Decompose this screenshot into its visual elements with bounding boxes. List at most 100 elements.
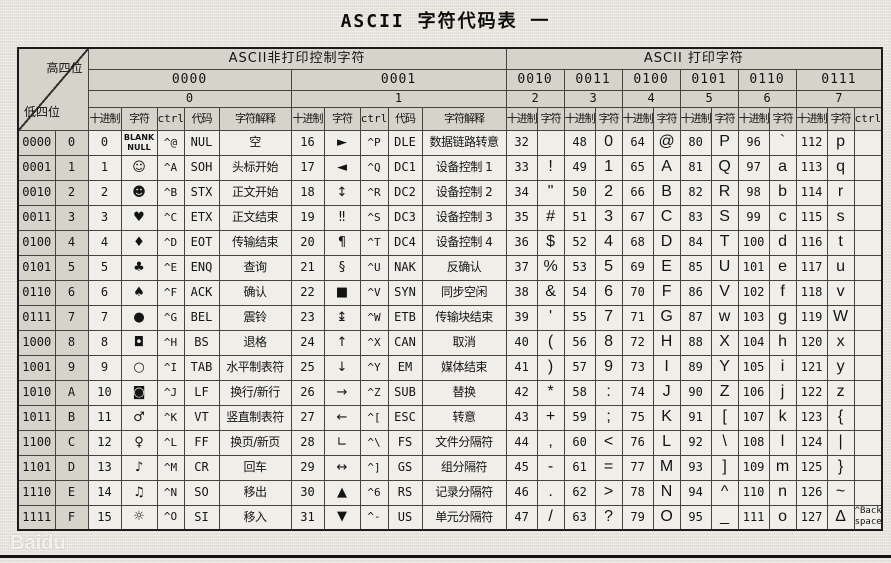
cell-code: GS	[387, 454, 423, 481]
sub-header: 十进制	[87, 106, 122, 131]
cell-ctrl	[853, 454, 883, 481]
cell-char: r	[826, 179, 855, 206]
cell-ctrl	[853, 279, 883, 306]
cell-decimal: 109	[737, 454, 770, 481]
cell-char: +	[536, 404, 565, 431]
cell-description: 设备控制 1	[421, 154, 507, 181]
table-row: 0010 2 2 ☻ ^B STX 正文开始 18 ↕ ^R DC2 设备控制 …	[17, 179, 883, 206]
cell-char: -	[536, 454, 565, 481]
cell-description: 移出	[218, 479, 292, 506]
cell-ctrl: ^[	[359, 404, 389, 431]
cell-decimal: 15	[87, 504, 122, 531]
cell-ctrl	[853, 254, 883, 281]
sub-header: 字符	[120, 106, 158, 131]
cell-binary: 1100	[17, 429, 56, 456]
cell-ctrl: ^U	[359, 254, 389, 281]
cell-char: J	[652, 379, 681, 406]
cell-char: g	[768, 304, 797, 331]
cell-symbol: ◙	[120, 379, 158, 406]
cell-decimal: 120	[795, 329, 828, 356]
cell-decimal: 41	[505, 354, 538, 381]
cell-symbol: ♂	[120, 404, 158, 431]
cell-decimal: 78	[621, 479, 654, 506]
cell-decimal: 45	[505, 454, 538, 481]
binary-header: 0010	[505, 68, 565, 91]
cell-symbol: ↨	[323, 304, 361, 331]
cell-char: `	[768, 129, 797, 156]
cell-hex: 5	[54, 254, 89, 281]
cell-char: A	[652, 154, 681, 181]
cell-hex: 3	[54, 204, 89, 231]
cell-decimal: 49	[563, 154, 596, 181]
cell-char: 2	[594, 179, 623, 206]
sub-header: 字符解释	[421, 106, 507, 131]
cell-decimal: 58	[563, 379, 596, 406]
cell-char: }	[826, 454, 855, 481]
sub-header: 十进制	[290, 106, 325, 131]
cell-description: 单元分隔符	[421, 504, 507, 531]
cell-char: :	[594, 379, 623, 406]
cell-char: %	[536, 254, 565, 281]
decimal-header: 0	[87, 89, 292, 108]
cell-decimal: 22	[290, 279, 325, 306]
cell-char: t	[826, 229, 855, 256]
cell-char: 6	[594, 279, 623, 306]
decimal-header-row: 0 1 2 3 4 5 6 7	[18, 89, 883, 108]
cell-decimal: 94	[679, 479, 712, 506]
cell-char: Z	[710, 379, 739, 406]
cell-char: &	[536, 279, 565, 306]
cell-decimal: 99	[737, 204, 770, 231]
cell-hex: 2	[54, 179, 89, 206]
sub-header: ctrl	[156, 106, 185, 131]
cell-decimal: 107	[737, 404, 770, 431]
cell-symbol: ←	[323, 404, 361, 431]
corner-cell: 高四位 低四位	[17, 47, 89, 131]
cell-description: 设备控制 4	[421, 229, 507, 256]
cell-decimal: 43	[505, 404, 538, 431]
cell-ctrl: ^J	[156, 379, 185, 406]
cell-binary: 0001	[17, 154, 56, 181]
cell-code: DC3	[387, 204, 423, 231]
sub-header: 字符	[323, 106, 361, 131]
cell-char: (	[536, 329, 565, 356]
cell-ctrl	[853, 329, 883, 356]
cell-description: 组分隔符	[421, 454, 507, 481]
cell-decimal: 122	[795, 379, 828, 406]
cell-decimal: 108	[737, 429, 770, 456]
cell-description: 退格	[218, 329, 292, 356]
sub-header: 字符解释	[218, 106, 292, 131]
cell-ctrl: ^I	[156, 354, 185, 381]
cell-code: SI	[183, 504, 220, 531]
cell-char: i	[768, 354, 797, 381]
cell-description: 取消	[421, 329, 507, 356]
cell-hex: 1	[54, 154, 89, 181]
cell-decimal: 95	[679, 504, 712, 531]
cell-code: STX	[183, 179, 220, 206]
cell-ctrl: ^X	[359, 329, 389, 356]
cell-char: l	[768, 429, 797, 456]
cell-code: DC1	[387, 154, 423, 181]
cell-decimal: 96	[737, 129, 770, 156]
cell-char: .	[536, 479, 565, 506]
cell-decimal: 103	[737, 304, 770, 331]
cell-ctrl: ^Q	[359, 154, 389, 181]
cell-char: V	[710, 279, 739, 306]
cell-char: X	[710, 329, 739, 356]
sub-header: ctrl	[359, 106, 389, 131]
cell-decimal: 73	[621, 354, 654, 381]
ascii-code-table: 高四位 低四位 ASCII非打印控制字符 ASCII 打印字符 0000 000…	[17, 47, 884, 531]
cell-char: c	[768, 204, 797, 231]
cell-decimal: 113	[795, 154, 828, 181]
sub-header: 字符	[826, 106, 855, 131]
cell-decimal: 88	[679, 329, 712, 356]
cell-code: DC2	[387, 179, 423, 206]
table-row: 0100 4 4 ♦ ^D EOT 传输结束 20 ¶ ^T DC4 设备控制 …	[17, 229, 883, 256]
cell-decimal: 35	[505, 204, 538, 231]
cell-binary: 1101	[17, 454, 56, 481]
table-row: 1011 B 11 ♂ ^K VT 竖直制表符 27 ← ^[ ESC 转意 4…	[17, 404, 883, 431]
cell-decimal: 116	[795, 229, 828, 256]
cell-char: o	[768, 504, 797, 531]
cell-ctrl: ^-	[359, 504, 389, 531]
cell-binary: 0100	[17, 229, 56, 256]
cell-decimal: 98	[737, 179, 770, 206]
